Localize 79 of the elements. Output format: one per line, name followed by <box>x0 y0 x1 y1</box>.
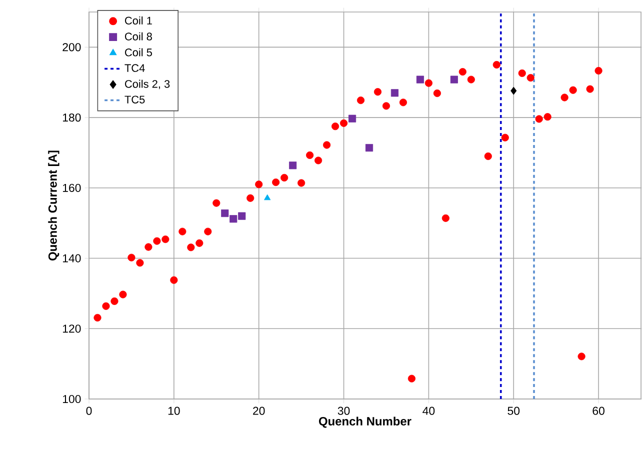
point <box>204 228 212 236</box>
point <box>162 235 170 244</box>
point <box>578 352 586 360</box>
x-tick-label: 10 <box>168 406 180 415</box>
legend-label: TC5 <box>124 96 145 104</box>
point <box>221 209 229 218</box>
point <box>501 134 509 142</box>
point <box>356 96 365 104</box>
point <box>144 243 152 251</box>
point <box>408 374 416 382</box>
point <box>450 76 458 84</box>
point <box>119 290 127 298</box>
y-tick-label: 200 <box>62 43 81 52</box>
point <box>212 199 220 207</box>
point <box>586 85 594 93</box>
point <box>314 156 322 164</box>
point <box>280 174 288 182</box>
point <box>340 119 348 127</box>
point <box>272 178 280 186</box>
x-tick-label: 60 <box>592 406 604 415</box>
point <box>594 66 602 75</box>
point <box>382 102 390 110</box>
legend-label: Coil 1 <box>125 16 152 24</box>
legend-label: Coil 8 <box>125 32 152 40</box>
point <box>196 239 204 247</box>
x-tick-label: 20 <box>253 406 265 415</box>
point <box>526 74 534 82</box>
point <box>442 214 450 222</box>
point <box>178 228 186 236</box>
legend-label: Coils 2, 3 <box>125 80 170 90</box>
point <box>510 86 517 95</box>
point <box>323 141 331 149</box>
point <box>518 69 526 77</box>
point <box>230 215 238 223</box>
point <box>484 152 492 160</box>
point <box>238 212 246 220</box>
point <box>264 194 271 200</box>
point <box>136 259 144 267</box>
legend-label: TC4 <box>124 64 145 72</box>
point <box>416 76 424 84</box>
point <box>255 180 263 188</box>
point <box>331 122 340 130</box>
point <box>348 114 356 122</box>
point <box>306 151 314 159</box>
x-tick-label: 0 <box>86 406 92 415</box>
x-tick-label: 30 <box>338 406 350 415</box>
point <box>365 144 374 152</box>
point <box>569 86 577 94</box>
point <box>492 60 500 69</box>
point <box>458 68 466 76</box>
legend-label: Coil 5 <box>125 48 152 56</box>
point <box>390 89 399 97</box>
point <box>399 98 407 106</box>
point <box>128 254 136 262</box>
point <box>433 89 441 98</box>
point <box>153 237 161 245</box>
x-tick-label: 50 <box>508 406 520 415</box>
point <box>94 314 102 322</box>
point <box>544 113 552 121</box>
point <box>170 276 178 284</box>
point <box>289 162 297 170</box>
point <box>467 76 475 84</box>
point <box>374 88 382 96</box>
point <box>560 94 568 102</box>
x-axis-title: Quench Number <box>318 416 412 428</box>
y-tick-label: 160 <box>62 184 81 192</box>
point <box>110 297 118 305</box>
point <box>298 179 306 187</box>
y-tick-label: 140 <box>62 254 81 262</box>
point <box>102 302 110 310</box>
x-tick-label: 40 <box>422 406 435 415</box>
point <box>424 79 432 87</box>
point <box>535 115 543 123</box>
y-tick-label: 180 <box>62 113 81 122</box>
point <box>187 244 195 252</box>
y-axis-title: Quench Current [A] <box>48 150 60 260</box>
y-tick-label: 120 <box>62 324 81 333</box>
y-tick-label: 100 <box>62 394 81 404</box>
point <box>246 194 254 202</box>
